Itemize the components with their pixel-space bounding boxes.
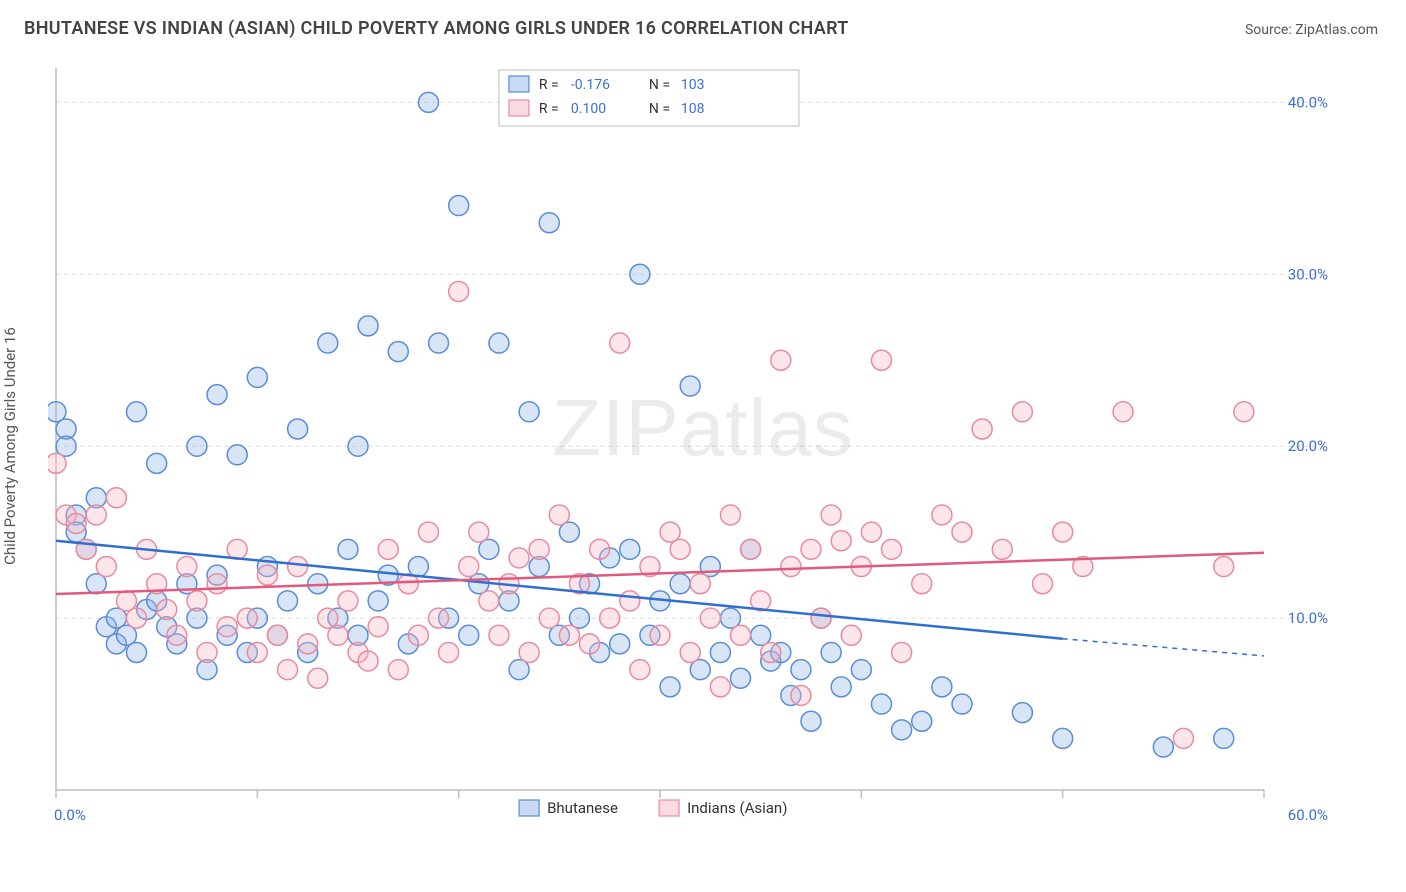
svg-text:Indians (Asian): Indians (Asian) [687,799,787,817]
scatter-chart-svg: 0.0% 60.0% 10.0% 20.0% 30.0% 40.0% R = -0.176 N … [48,60,1336,832]
svg-text:-0.176: -0.176 [571,77,610,93]
svg-text:10.0%: 10.0% [1288,609,1328,627]
svg-text:60.0%: 60.0% [1288,806,1328,824]
svg-text:108: 108 [681,101,705,117]
chart-title: BHUTANESE VS INDIAN (ASIAN) CHILD POVERT… [24,18,849,39]
y-axis-label: Child Poverty Among Girls Under 16 [1,327,19,565]
svg-text:Bhutanese: Bhutanese [547,799,618,817]
svg-text:0.100: 0.100 [571,101,606,117]
source-prefix: Source: [1245,22,1295,38]
svg-text:0.0%: 0.0% [54,806,86,824]
svg-text:R =: R = [539,101,559,117]
source-link[interactable]: ZipAtlas.com [1295,22,1378,38]
svg-text:30.0%: 30.0% [1288,265,1328,283]
svg-text:R =: R = [539,77,559,93]
source-credit: Source: ZipAtlas.com [1245,22,1378,38]
svg-text:N =: N = [649,101,670,117]
svg-text:N =: N = [649,77,670,93]
plot-area: 0.0% 60.0% 10.0% 20.0% 30.0% 40.0% R = -0.176 N … [48,60,1336,832]
svg-text:40.0%: 40.0% [1288,93,1328,111]
svg-text:20.0%: 20.0% [1288,437,1328,455]
header-row: BHUTANESE VS INDIAN (ASIAN) CHILD POVERT… [0,0,1406,39]
svg-text:103: 103 [681,77,705,93]
